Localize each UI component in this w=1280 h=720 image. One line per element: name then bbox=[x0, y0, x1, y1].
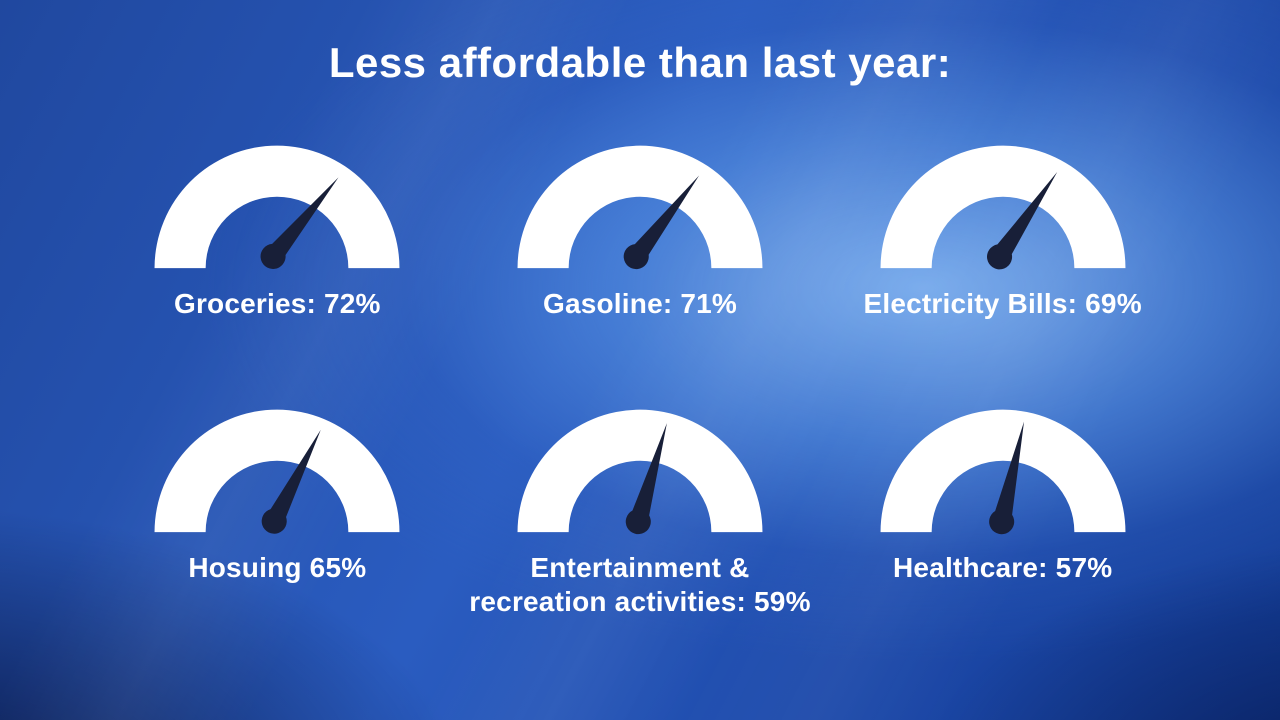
gauge-icon bbox=[880, 145, 1126, 270]
gauge-needle-icon bbox=[625, 423, 667, 535]
gauge-label-electricity-bills: Electricity Bills: 69% bbox=[863, 288, 1142, 319]
gauge-needle-icon bbox=[988, 421, 1024, 535]
gauge-icon bbox=[880, 409, 1126, 535]
gauge-groceries: Groceries: 72% bbox=[96, 133, 459, 321]
gauge-grid: Groceries: 72% Gasoline: 71% Electricity… bbox=[96, 133, 1184, 619]
gauge-icon bbox=[517, 145, 763, 270]
gauge-arc bbox=[880, 409, 1126, 533]
gauge-icon bbox=[154, 145, 400, 269]
gauge-needle-icon bbox=[260, 177, 339, 269]
page-title: Less affordable than last year: bbox=[328, 39, 952, 86]
gauge-entertainment-recreation: Entertainment & recreation activities: 5… bbox=[459, 397, 822, 619]
gauge-icon bbox=[154, 409, 400, 534]
gauge-icon bbox=[517, 409, 763, 535]
gauge-arc bbox=[154, 409, 400, 533]
gauge-arc bbox=[517, 409, 763, 533]
gauge-healthcare: Healthcare: 57% bbox=[821, 397, 1184, 619]
gauge-label-housing: Hosuing 65% bbox=[188, 552, 367, 583]
gauge-needle-icon bbox=[623, 175, 700, 270]
gauge-arc bbox=[880, 145, 1126, 269]
gauge-housing: Hosuing 65% bbox=[96, 397, 459, 619]
gauge-label-gasoline: Gasoline: 71% bbox=[542, 288, 737, 319]
gauge-label-entertainment-recreation: Entertainment & recreation activities: 5… bbox=[469, 552, 811, 617]
gauge-needle-icon bbox=[262, 429, 322, 534]
gauge-label-healthcare: Healthcare: 57% bbox=[892, 552, 1113, 583]
gauge-arc bbox=[517, 145, 763, 269]
gauge-electricity-bills: Electricity Bills: 69% bbox=[821, 133, 1184, 321]
gauge-label-groceries: Groceries: 72% bbox=[173, 288, 381, 319]
gauge-gasoline: Gasoline: 71% bbox=[459, 133, 822, 321]
gauge-needle-icon bbox=[986, 171, 1057, 270]
gauge-arc bbox=[154, 145, 400, 269]
